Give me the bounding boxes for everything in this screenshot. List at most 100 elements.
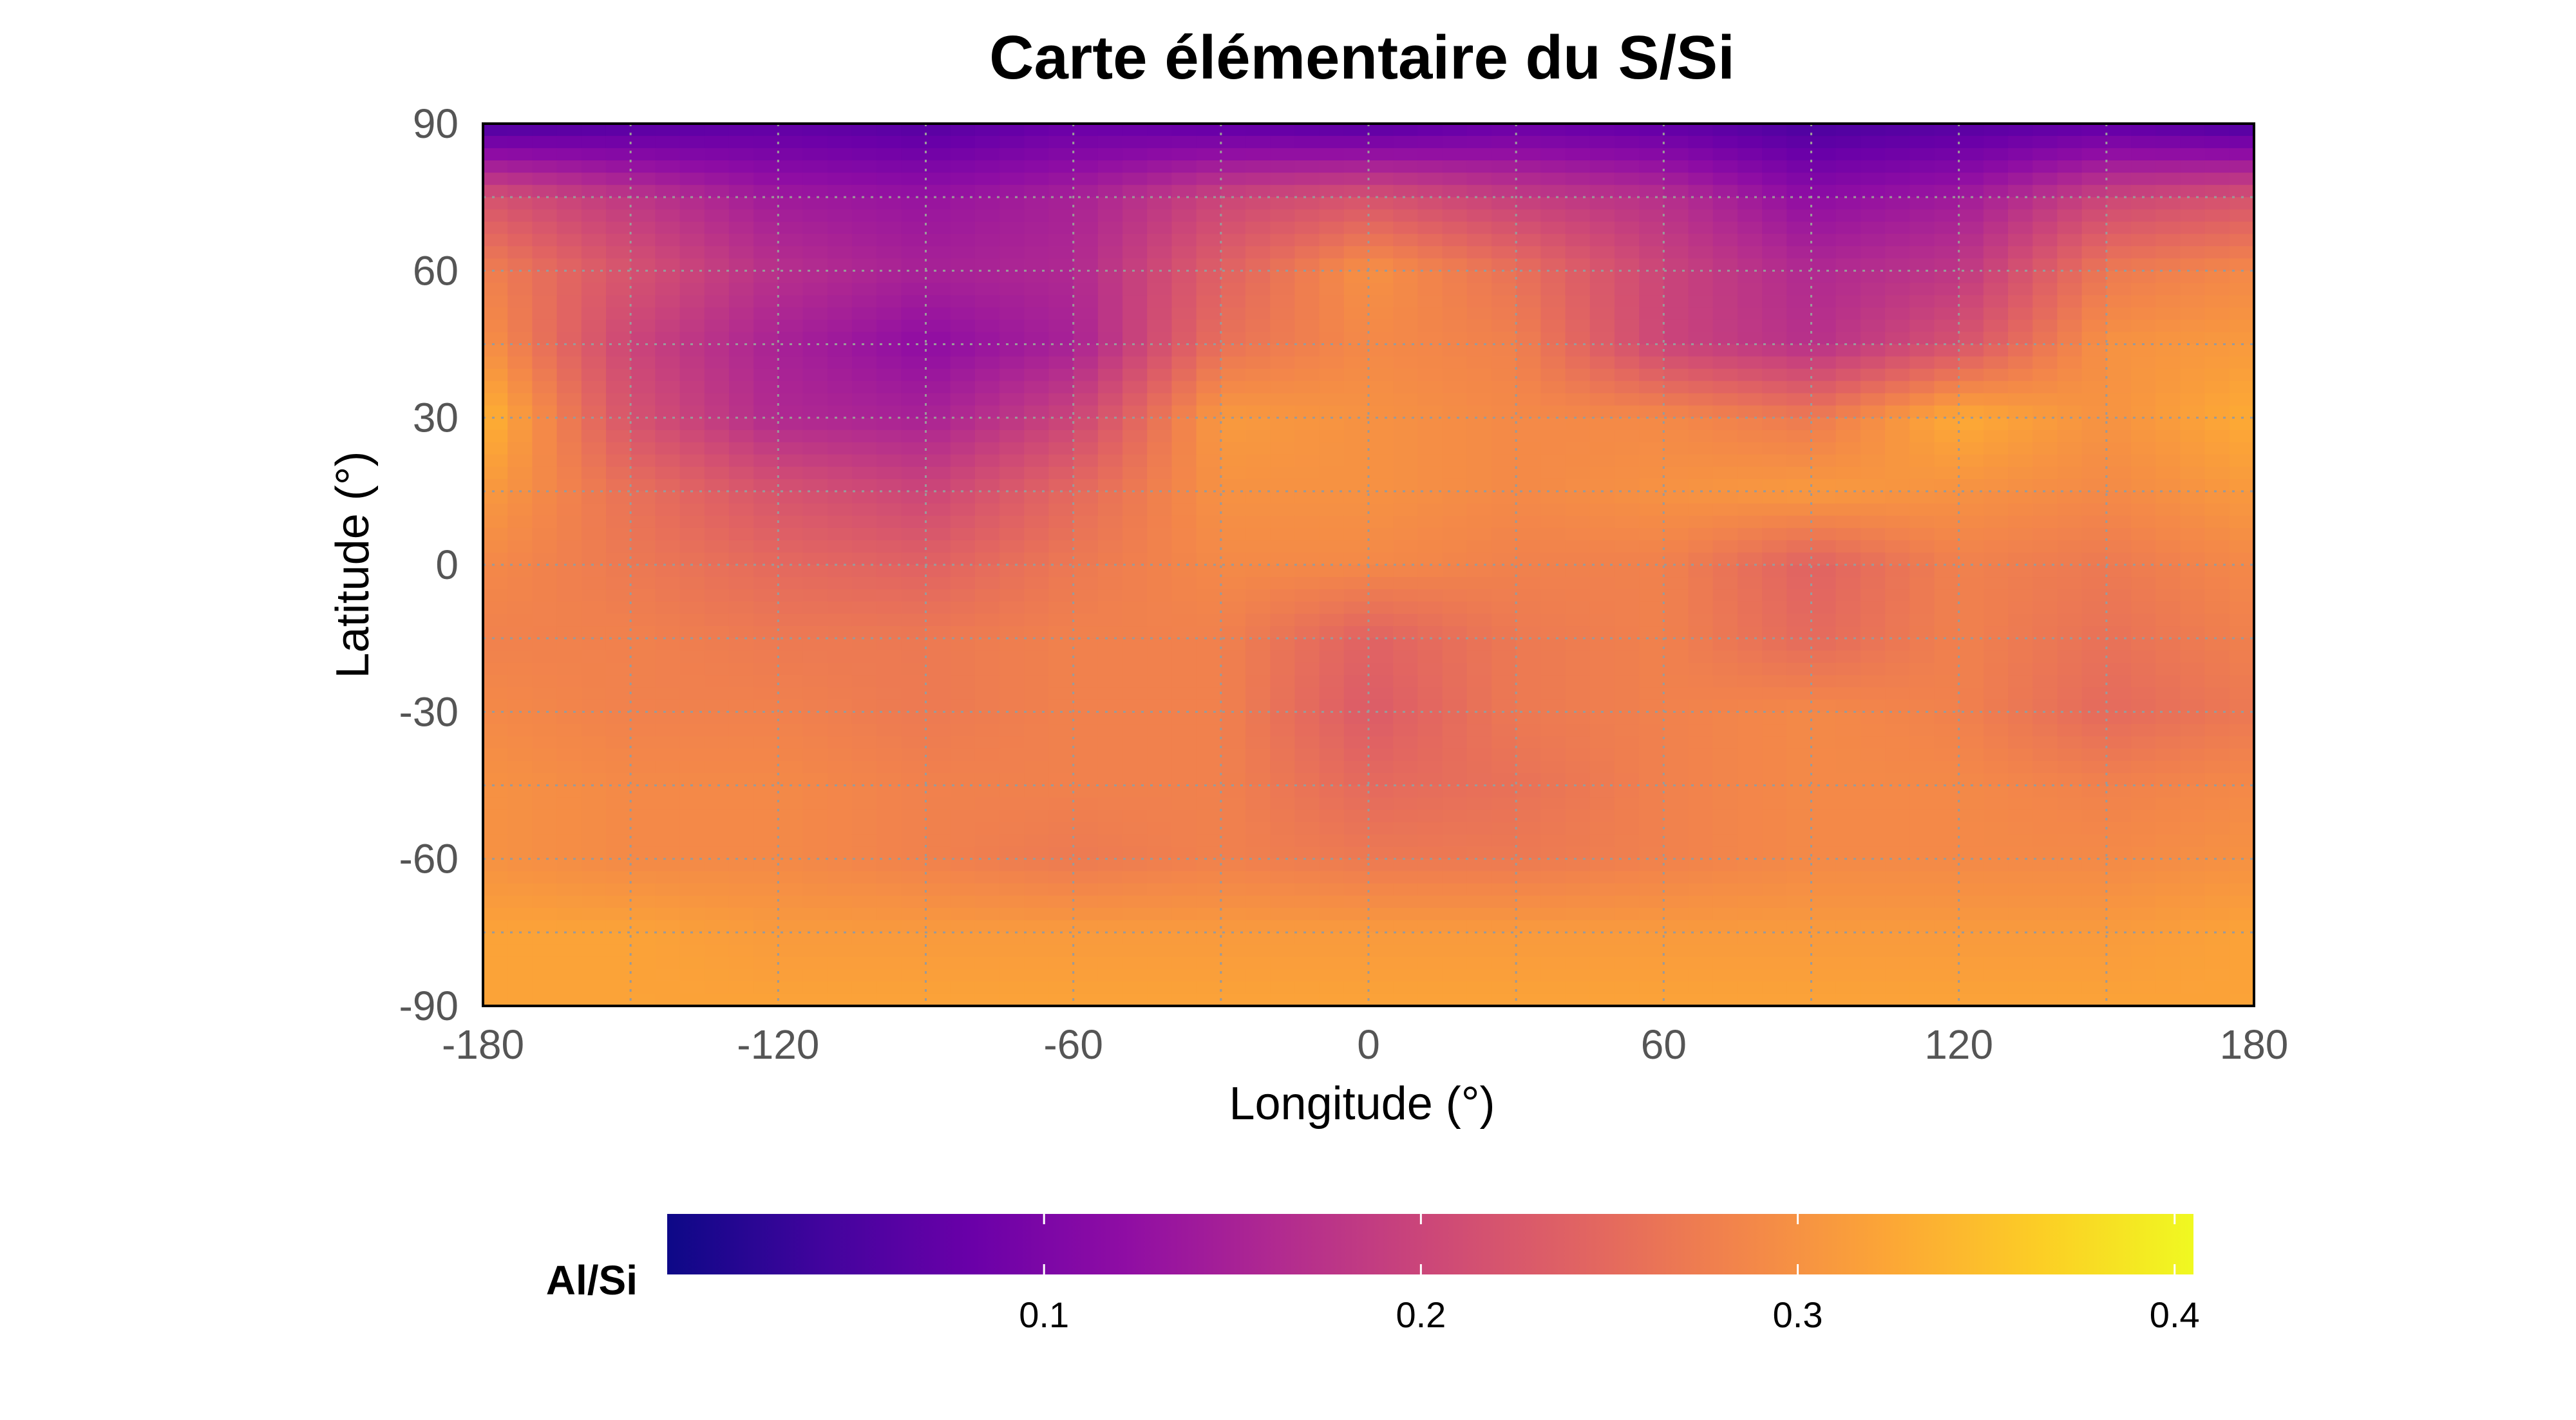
heatmap-cell xyxy=(1294,932,1320,945)
heatmap-cell xyxy=(1762,871,1787,884)
heatmap-cell xyxy=(753,835,779,847)
heatmap-cell xyxy=(1417,920,1443,933)
heatmap-cell xyxy=(1122,565,1148,578)
heatmap-cell xyxy=(951,565,976,578)
heatmap-cell xyxy=(2155,258,2181,271)
heatmap-cell xyxy=(507,479,533,492)
heatmap-cell xyxy=(1443,124,1468,137)
heatmap-cell xyxy=(1221,773,1246,786)
heatmap-cell xyxy=(876,124,902,137)
heatmap-cell xyxy=(2107,332,2132,345)
heatmap-cell xyxy=(532,369,557,382)
heatmap-cell xyxy=(2082,884,2107,896)
heatmap-cell xyxy=(1861,418,1886,431)
heatmap-cell xyxy=(1320,822,1345,835)
heatmap-cell xyxy=(1959,283,1984,296)
heatmap-cell xyxy=(1270,528,1295,541)
heatmap-cell xyxy=(1738,884,1763,896)
heatmap-cell xyxy=(1122,479,1148,492)
heatmap-cell xyxy=(975,712,1000,724)
heatmap-cell xyxy=(1540,822,1566,835)
heatmap-cell xyxy=(1417,491,1443,504)
heatmap-cell xyxy=(630,381,656,394)
heatmap-cell xyxy=(2032,209,2058,222)
heatmap-cell xyxy=(876,540,902,553)
heatmap-cell xyxy=(2057,442,2082,455)
heatmap-cell xyxy=(1098,761,1123,773)
heatmap-cell xyxy=(828,981,853,994)
heatmap-cell xyxy=(1786,724,1812,737)
heatmap-cell xyxy=(1368,479,1394,492)
heatmap-cell xyxy=(1024,209,1049,222)
heatmap-cell xyxy=(1984,871,2009,884)
heatmap-cell xyxy=(1934,859,1959,872)
heatmap-cell xyxy=(1959,455,1984,468)
heatmap-cell xyxy=(1540,148,1566,161)
heatmap-cell xyxy=(507,577,533,590)
heatmap-cell xyxy=(876,712,902,724)
heatmap-cell xyxy=(852,258,877,271)
heatmap-cell xyxy=(828,283,853,296)
heatmap-cell xyxy=(1368,222,1394,234)
heatmap-cell xyxy=(1024,222,1049,234)
heatmap-cell xyxy=(1147,786,1172,799)
heatmap-cell xyxy=(2205,896,2230,909)
heatmap-cell xyxy=(1443,884,1468,896)
heatmap-cell xyxy=(1122,638,1148,651)
heatmap-cell xyxy=(1812,148,1837,161)
heatmap-cell xyxy=(828,369,853,382)
heatmap-cell xyxy=(582,724,607,737)
heatmap-cell xyxy=(1443,847,1468,860)
heatmap-cell xyxy=(1885,319,1910,332)
heatmap-cell xyxy=(1098,835,1123,847)
heatmap-cell xyxy=(1786,234,1812,247)
heatmap-cell xyxy=(1147,798,1172,811)
heatmap-cell xyxy=(1836,345,1861,357)
heatmap-cell xyxy=(1024,994,1049,1007)
heatmap-cell xyxy=(1344,209,1369,222)
heatmap-cell xyxy=(1074,430,1099,443)
heatmap-cell xyxy=(1786,835,1812,847)
heatmap-cell xyxy=(606,148,631,161)
heatmap-cell xyxy=(1590,258,1615,271)
heatmap-cell xyxy=(1048,859,1074,872)
heatmap-cell xyxy=(705,540,730,553)
heatmap-cell xyxy=(1320,479,1345,492)
heatmap-cell xyxy=(1245,369,1271,382)
heatmap-cell xyxy=(1024,748,1049,761)
heatmap-cell xyxy=(705,553,730,565)
heatmap-cell xyxy=(1590,798,1615,811)
heatmap-cell xyxy=(2155,761,2181,773)
heatmap-cell xyxy=(2155,136,2181,149)
heatmap-cell xyxy=(1393,516,1418,529)
heatmap-cell xyxy=(2008,553,2033,565)
heatmap-cell xyxy=(2057,393,2082,406)
heatmap-cell xyxy=(1663,589,1689,602)
heatmap-cell xyxy=(1048,577,1074,590)
heatmap-cell xyxy=(975,822,1000,835)
heatmap-cell xyxy=(1639,786,1664,799)
heatmap-cell xyxy=(1812,786,1837,799)
heatmap-cell xyxy=(901,675,926,688)
heatmap-cell xyxy=(2032,773,2058,786)
heatmap-cell xyxy=(828,748,853,761)
heatmap-cell xyxy=(1959,822,1984,835)
heatmap-cell xyxy=(1516,663,1541,676)
heatmap-cell xyxy=(1786,798,1812,811)
heatmap-cell xyxy=(2180,736,2205,749)
heatmap-cell xyxy=(852,504,877,516)
heatmap-cell xyxy=(1615,270,1640,283)
heatmap-cell xyxy=(1738,798,1763,811)
heatmap-cell xyxy=(1492,577,1517,590)
heatmap-cell xyxy=(606,504,631,516)
heatmap-cell xyxy=(2180,565,2205,578)
heatmap-cell xyxy=(1762,712,1787,724)
heatmap-cell xyxy=(975,798,1000,811)
heatmap-cell xyxy=(705,601,730,614)
heatmap-cell xyxy=(1885,209,1910,222)
heatmap-cell xyxy=(1934,650,1959,663)
heatmap-cell xyxy=(1762,160,1787,173)
heatmap-cell xyxy=(2180,319,2205,332)
heatmap-cell xyxy=(1786,638,1812,651)
heatmap-cell xyxy=(2032,908,2058,921)
